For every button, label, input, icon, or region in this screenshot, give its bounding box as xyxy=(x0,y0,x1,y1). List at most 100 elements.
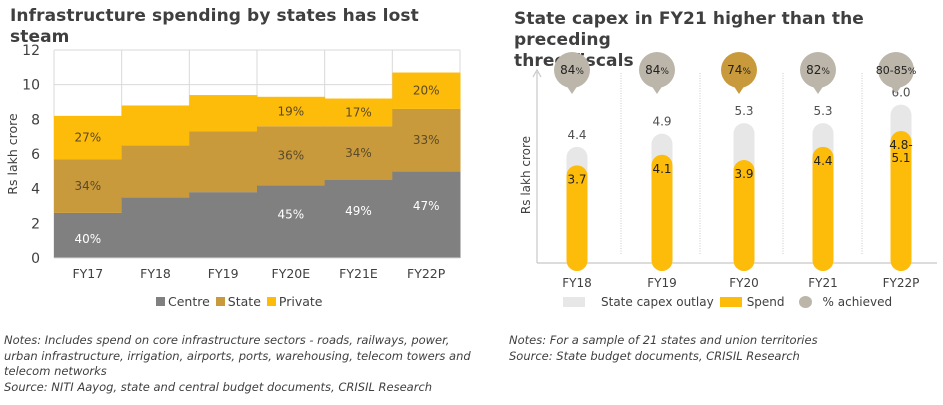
area-centre-fy22p xyxy=(392,171,461,258)
data-label-state-fy17: 34% xyxy=(74,179,101,193)
area-state-fy17 xyxy=(54,159,123,213)
bubble-percent-sign: % xyxy=(660,67,669,77)
label-spend-fy19: 4.1 xyxy=(652,162,671,176)
right-notes: Notes: For a sample of 21 states and uni… xyxy=(509,333,939,364)
bubble-label: 80-85% xyxy=(876,64,917,77)
left-areas xyxy=(54,72,461,259)
bubble-percent-sign: % xyxy=(908,67,917,77)
legend-label-spend: Spend xyxy=(746,295,785,309)
left-stacked-area-chart: 0 2 4 6 8 10 12 FY17 FY18 FY19 FY20E FY21E FY22P 40… xyxy=(5,43,461,281)
bar-spend-fy21 xyxy=(812,146,834,271)
area-private-fy17 xyxy=(54,115,123,160)
x-tick-fy19: FY19 xyxy=(647,276,677,290)
left-data-labels: 40% 34% 27% 45% 36% 19% 49% 34% 17% 47% 33% 20% xyxy=(74,84,439,246)
left-chart-title: Infrastructure spending by states has lo… xyxy=(10,6,419,47)
bubble-value: 80-85 xyxy=(876,64,908,77)
bar-spend-fy19 xyxy=(651,154,673,271)
data-label-centre-fy20e: 45% xyxy=(277,207,304,221)
right-capex-bar-chart: 4.43.74.94.15.33.95.34.46.04.8-5.1 84% 84… xyxy=(519,52,937,290)
bubble-label: 82% xyxy=(806,63,830,77)
legend-swatch-spend xyxy=(719,297,742,307)
area-state-fy19 xyxy=(189,131,258,193)
legend-label-outlay: State capex outlay xyxy=(601,295,714,309)
data-label-private-fy20e: 19% xyxy=(277,105,304,119)
legend-swatch-state xyxy=(215,297,225,306)
area-private-fy19 xyxy=(189,95,258,132)
label-outlay-fy20: 5.3 xyxy=(734,104,753,118)
bar-spend-fy22p xyxy=(890,131,912,271)
x-tick-fy20e: FY20E xyxy=(272,266,311,281)
right-x-ticks: FY18 FY19 FY20 FY21 FY22P xyxy=(562,276,919,290)
bubble-circle xyxy=(554,52,590,88)
data-label-private-fy17: 27% xyxy=(74,131,101,145)
bubble-value: 84 xyxy=(560,63,575,77)
area-private-fy18 xyxy=(121,105,190,146)
right-y-axis-label: Rs lakh crore xyxy=(519,136,533,214)
y-tick-6: 6 xyxy=(31,147,40,163)
label-outlay-fy19: 4.9 xyxy=(652,115,671,129)
y-tick-2: 2 xyxy=(31,216,40,232)
y-tick-10: 10 xyxy=(22,78,40,94)
right-separators xyxy=(620,73,863,255)
bubble-achieved-fy18: 84% xyxy=(554,52,590,94)
data-label-state-fy20e: 36% xyxy=(277,149,304,163)
bubble-achieved-fy22p: 80-85% xyxy=(876,52,917,94)
label-outlay-fy21: 5.3 xyxy=(813,104,832,118)
data-label-state-fy22p: 33% xyxy=(413,133,440,147)
x-tick-fy21e: FY21E xyxy=(339,266,378,281)
label-spend-fy22p-0: 4.8- xyxy=(889,138,912,152)
data-label-private-fy22p: 20% xyxy=(413,84,440,98)
x-tick-fy20: FY20 xyxy=(729,276,759,290)
bubble-value: 82 xyxy=(806,63,821,77)
bubble-label: 84% xyxy=(645,63,669,77)
bubble-percent-sign: % xyxy=(821,67,830,77)
x-tick-fy22p: FY22P xyxy=(407,266,446,281)
area-state-fy22p xyxy=(392,108,461,172)
legend-label-centre: Centre xyxy=(168,294,210,309)
x-tick-fy19: FY19 xyxy=(208,266,239,281)
bubble-value: 74 xyxy=(727,63,742,77)
right-source: Source: State budget documents, CRISIL R… xyxy=(509,348,800,363)
left-note-line-2: urban infrastructure, irrigation, airpor… xyxy=(4,348,471,363)
y-tick-4: 4 xyxy=(31,182,40,198)
label-spend-fy21: 4.4 xyxy=(813,154,832,168)
data-label-state-fy21e: 34% xyxy=(345,146,372,160)
x-tick-fy17: FY17 xyxy=(72,266,103,281)
y-tick-0: 0 xyxy=(31,251,40,267)
legend-swatch-outlay xyxy=(563,297,585,307)
left-legend: Centre State Private xyxy=(156,294,322,309)
bubble-circle xyxy=(878,52,914,88)
x-tick-fy18: FY18 xyxy=(562,276,592,290)
bubble-percent-sign: % xyxy=(742,67,751,77)
bar-spend-fy20 xyxy=(733,160,755,271)
area-centre-fy18 xyxy=(121,197,190,258)
data-label-centre-fy22p: 47% xyxy=(413,199,440,213)
bubble-value: 84 xyxy=(645,63,660,77)
left-x-ticks: FY17 FY18 FY19 FY20E FY21E FY22P xyxy=(72,266,445,281)
area-centre-fy21e xyxy=(324,180,393,258)
area-centre-fy19 xyxy=(189,192,258,258)
right-bubbles: 84% 84% 74% 82% 80-85% xyxy=(554,52,917,94)
bubble-achieved-fy21: 82% xyxy=(800,52,836,94)
legend-swatch-private xyxy=(266,297,276,306)
bubble-achieved-fy20: 74% xyxy=(721,52,757,94)
legend-swatch-achieved xyxy=(798,296,812,308)
area-centre-fy20e xyxy=(257,185,326,258)
legend-label-state: State xyxy=(227,294,261,309)
legend-label-private: Private xyxy=(278,294,323,309)
left-notes: Notes: Includes spend on core infrastruc… xyxy=(4,333,474,395)
left-source: Source: NITI Aayog, state and central bu… xyxy=(4,379,433,394)
legend-swatch-centre xyxy=(156,297,165,306)
area-private-fy20e xyxy=(257,96,326,127)
label-spend-fy18: 3.7 xyxy=(567,172,586,186)
x-tick-fy21: FY21 xyxy=(808,276,838,290)
bubble-percent-sign: % xyxy=(575,67,584,77)
data-label-centre-fy21e: 49% xyxy=(345,204,372,218)
data-label-centre-fy17: 40% xyxy=(74,232,101,246)
right-note-line-1: Notes: For a sample of 21 states and uni… xyxy=(509,333,818,347)
legend-label-achieved: % achieved xyxy=(822,295,893,309)
x-tick-fy22p: FY22P xyxy=(883,276,920,290)
label-spend-fy20: 3.9 xyxy=(734,167,753,181)
y-tick-12: 12 xyxy=(22,43,40,59)
left-y-ticks: 0 2 4 6 8 10 12 xyxy=(22,43,40,267)
